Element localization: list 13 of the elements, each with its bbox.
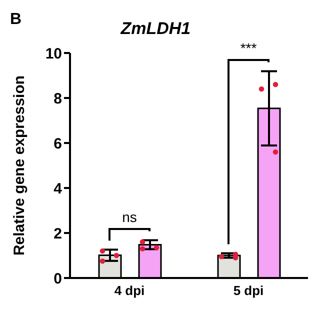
text: B [10,11,22,28]
y-axis-title: Relative gene expression [11,75,28,256]
y-tick-label: 8 [54,90,62,108]
y-tick-label: 10 [45,45,62,62]
chart-title: ZmLDH1 [120,19,191,38]
y-tick-label: 6 [54,135,62,152]
x-tick-label: 5 dpi [233,283,264,298]
annotation: *** [240,40,258,56]
y-tick-label: 2 [54,225,62,242]
y-tick-label: 4 [54,180,63,198]
annotation: ns [122,208,137,225]
x-tick-label: 4 dpi [114,283,145,298]
y-tick-label: 0 [54,270,62,288]
